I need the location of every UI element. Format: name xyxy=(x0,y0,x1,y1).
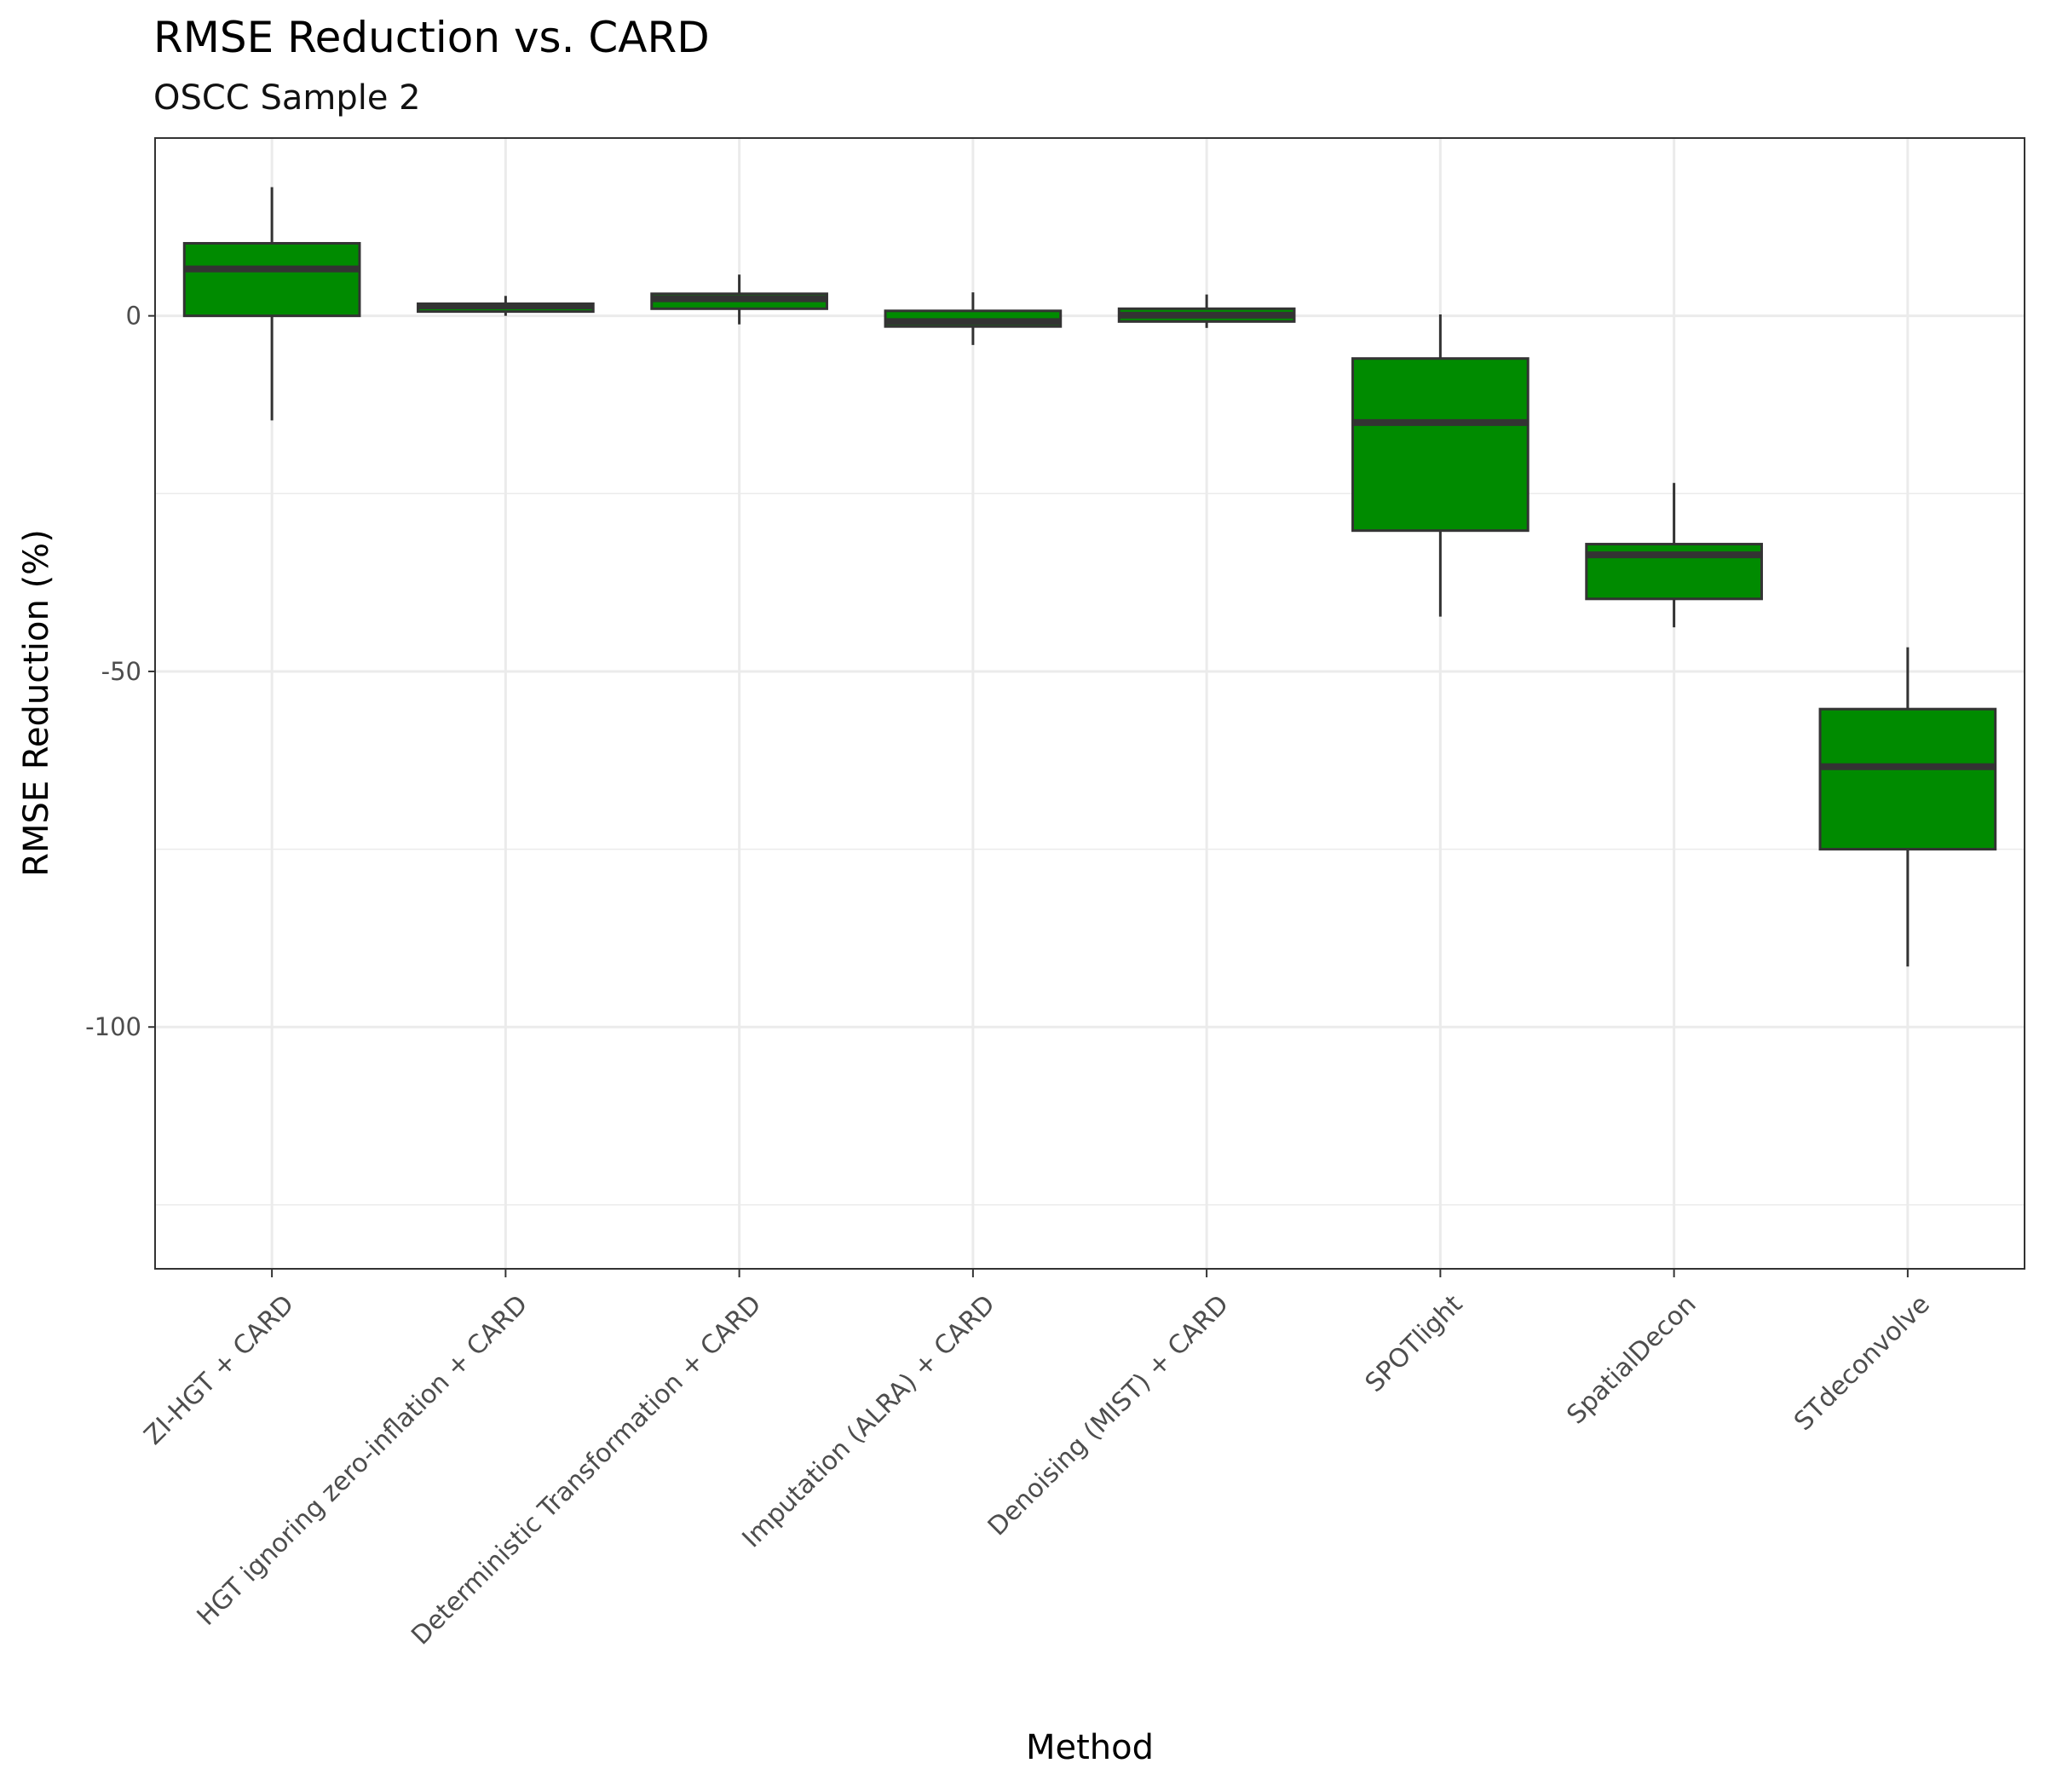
box-body xyxy=(1351,357,1529,533)
boxes xyxy=(182,187,1997,967)
panel-border xyxy=(154,137,2025,1270)
y-tick-label: 0 xyxy=(126,302,141,331)
box-4 xyxy=(884,292,1063,345)
box-2 xyxy=(417,296,595,316)
box-3 xyxy=(650,274,828,325)
chart-title: RMSE Reduction vs. CARD xyxy=(153,13,710,62)
box-1 xyxy=(182,187,361,421)
box-8 xyxy=(1818,647,1997,967)
box-5 xyxy=(1117,294,1296,328)
box-body xyxy=(1818,707,1997,851)
box-body xyxy=(182,242,361,318)
chart-subtitle: OSCC Sample 2 xyxy=(153,78,421,118)
box-7 xyxy=(1585,482,1763,628)
y-tick-label: -100 xyxy=(85,1012,141,1041)
x-axis-title: Method xyxy=(1026,1728,1154,1767)
y-axis-title: RMSE Reduction (%) xyxy=(17,529,56,877)
box-6 xyxy=(1351,314,1529,617)
y-axis-ticks: 0 -50 -100 xyxy=(85,302,155,1041)
y-tick-label: -50 xyxy=(101,657,141,686)
